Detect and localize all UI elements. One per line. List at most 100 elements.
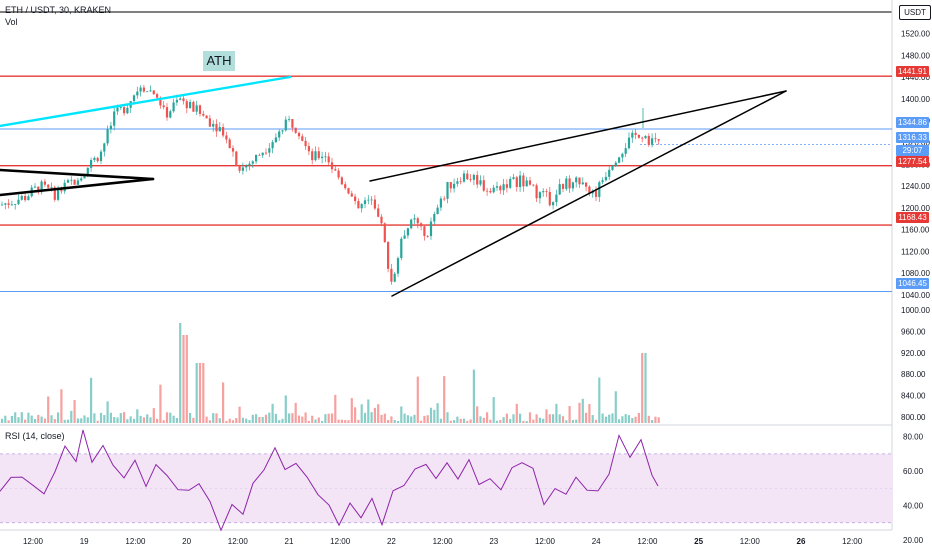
volume-bar xyxy=(182,335,185,423)
ath-annotation[interactable]: ATH xyxy=(203,51,235,71)
volume-bar xyxy=(192,417,195,423)
candle-body xyxy=(297,132,301,137)
volume-bar xyxy=(585,412,588,423)
price-tag-lvl-1344: 1344.86 xyxy=(896,117,929,128)
candle-body xyxy=(271,142,274,149)
price-tick-label: 1480.00 xyxy=(901,51,930,60)
volume-bar xyxy=(314,419,317,423)
volume-bar xyxy=(165,412,169,423)
volume-bar xyxy=(17,417,20,423)
volume-bar xyxy=(611,413,614,423)
volume-bar xyxy=(311,415,314,423)
candle-body xyxy=(192,101,195,112)
volume-bar xyxy=(90,377,93,423)
volume-bar xyxy=(76,418,79,423)
volume-bar xyxy=(129,416,132,423)
candle-body xyxy=(568,178,571,189)
volume-bar xyxy=(113,417,116,423)
volume-bar xyxy=(505,413,508,423)
candle-body xyxy=(571,182,574,189)
volume-bar xyxy=(231,420,235,423)
volume-bar xyxy=(561,416,565,423)
candle-body xyxy=(624,148,627,154)
currency-badge[interactable]: USDT xyxy=(899,5,931,20)
volume-bar xyxy=(340,419,343,423)
candle-body xyxy=(311,151,314,161)
candle-body xyxy=(179,98,182,100)
volume-bar xyxy=(377,404,380,423)
volume-bar xyxy=(324,414,327,423)
volume-bar xyxy=(159,384,162,423)
candle-body xyxy=(347,188,350,194)
volume-bar xyxy=(185,335,188,423)
volume-bar xyxy=(215,413,218,423)
candle-body xyxy=(459,181,462,183)
price-tag-sup-1168: 1168.43 xyxy=(896,212,929,223)
volume-bar xyxy=(354,407,357,423)
volume-bar xyxy=(393,419,396,423)
candle-body xyxy=(462,173,466,182)
volume-bar xyxy=(99,412,103,423)
candle-body xyxy=(99,151,103,162)
volume-bar xyxy=(608,414,611,423)
candle-body xyxy=(575,177,578,183)
candle-body xyxy=(449,182,452,189)
volume-bar xyxy=(360,404,363,423)
candle-body xyxy=(337,170,340,178)
volume-bar xyxy=(443,376,446,423)
wedge-upper-line xyxy=(369,90,787,182)
volume-bar xyxy=(588,404,591,423)
volume-label: Vol xyxy=(5,17,18,27)
candle-body xyxy=(594,190,598,197)
candle-body xyxy=(304,140,307,147)
price-tick-label: 1160.00 xyxy=(901,226,930,235)
candle-body xyxy=(525,180,528,187)
volume-bar xyxy=(416,376,419,423)
volume-bar xyxy=(601,413,604,423)
volume-bar xyxy=(512,414,515,423)
candle-body xyxy=(119,107,122,108)
volume-bar xyxy=(439,418,442,423)
volume-bar xyxy=(499,419,502,423)
candle-body xyxy=(476,174,479,185)
volume-bar xyxy=(469,419,472,423)
volume-bar xyxy=(509,418,512,423)
candle-body xyxy=(50,187,53,189)
volume-bar xyxy=(614,391,617,423)
volume-bar xyxy=(542,418,545,423)
volume-bar xyxy=(301,416,304,423)
candle-body xyxy=(413,218,416,220)
volume-bar xyxy=(495,420,499,423)
rsi-tick-label: 60.00 xyxy=(903,467,924,476)
volume-bar xyxy=(7,420,10,423)
volume-bar xyxy=(552,414,555,423)
price-tag-sup-1277: 1277.54 xyxy=(896,156,929,167)
time-tick-label: 12:00 xyxy=(433,537,454,546)
volume-bar xyxy=(337,419,340,423)
volume-bar xyxy=(591,415,594,423)
candle-body xyxy=(515,177,518,187)
volume-bar xyxy=(456,416,459,423)
candle-body xyxy=(251,161,254,164)
volume-bar xyxy=(50,415,53,423)
volume-bar xyxy=(489,419,492,423)
trendlines[interactable] xyxy=(0,75,787,297)
volume-bar xyxy=(162,420,165,423)
volume-bar xyxy=(291,413,294,423)
volume-bar xyxy=(70,410,73,423)
candle-body xyxy=(357,201,360,209)
candle-body xyxy=(205,115,208,119)
candle-body xyxy=(162,105,165,108)
candle-body xyxy=(17,199,20,205)
candle-body xyxy=(149,90,152,92)
volume-bar xyxy=(93,413,96,423)
volume-bar xyxy=(288,413,291,423)
candle-body xyxy=(43,181,46,185)
time-tick-label: 25 xyxy=(694,537,703,546)
candle-body xyxy=(390,268,393,282)
volume-bar xyxy=(347,420,350,423)
volume-bar xyxy=(466,420,469,423)
volume-bar xyxy=(459,418,462,423)
candle-body xyxy=(235,151,238,166)
